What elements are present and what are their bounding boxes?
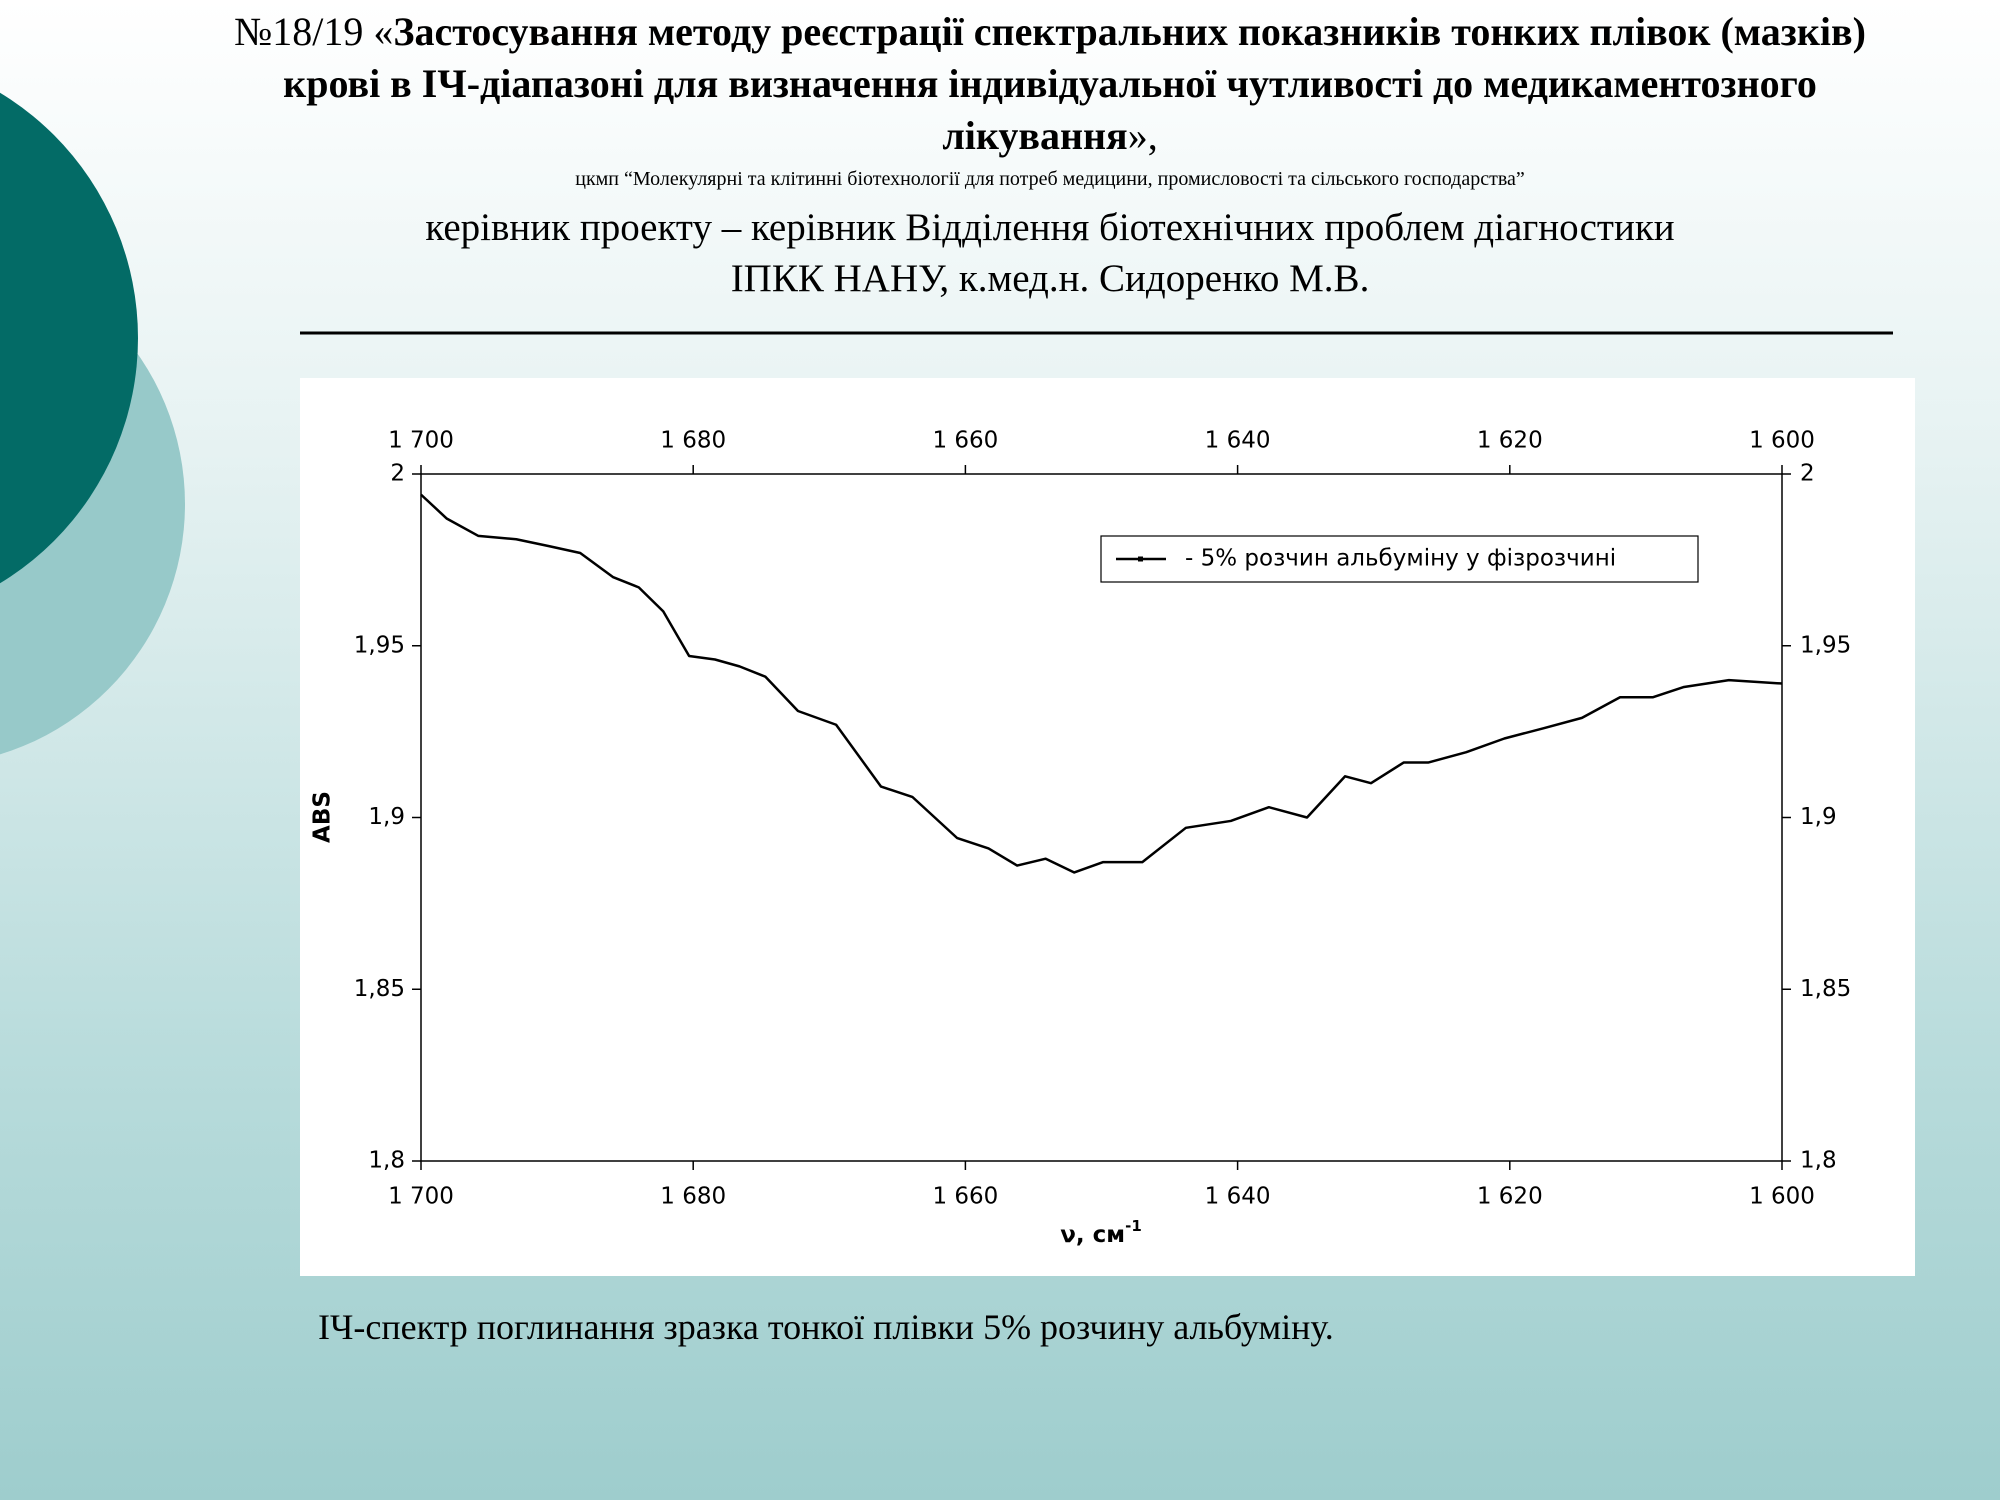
title-main: Застосування методу реєстрації спектраль… — [283, 9, 1866, 158]
organization: цкмп “Молекулярні та клітинні біотехноло… — [575, 168, 1525, 190]
x-tick-label: 1 640 — [1205, 1184, 1271, 1210]
chart-background — [300, 378, 1915, 1276]
title-suffix: », — [1127, 113, 1158, 158]
leader-line: керівник проекту – керівник Відділення б… — [425, 206, 1675, 249]
y-tick-label-right: 2 — [1800, 461, 1815, 487]
x-tick-label: 1 700 — [388, 1184, 454, 1210]
x-tick-label: 1 600 — [1749, 1184, 1815, 1210]
legend-box — [1100, 535, 1699, 583]
data-line — [420, 493, 1783, 874]
x-tick-label: 1 680 — [660, 1184, 726, 1210]
y-tick-label: 1,95 — [354, 632, 405, 658]
x-tick-label-top: 1 660 — [932, 428, 998, 454]
y-tick-label-right: 1,85 — [1800, 976, 1851, 1002]
x-axis-label: ν, см-1 — [1060, 1217, 1142, 1248]
x-axis-label-sup: -1 — [1125, 1217, 1142, 1235]
y-tick-label: 1,9 — [368, 804, 405, 830]
x-tick-label: 1 660 — [932, 1184, 998, 1210]
y-tick-label-right: 1,9 — [1800, 804, 1837, 830]
x-tick-label-top: 1 640 — [1205, 428, 1271, 454]
decor-circle — [0, 92, 138, 584]
x-axis-label-main: ν, см — [1060, 1222, 1125, 1248]
title: №18/19 «Застосування методу реєстрації с… — [210, 6, 1890, 162]
title-prefix: №18/19 « — [234, 9, 394, 54]
legend-marker — [1138, 556, 1143, 562]
x-tick-label-top: 1 680 — [660, 428, 726, 454]
y-tick-label: 2 — [390, 461, 405, 487]
leader: керівник проекту – керівник Відділення б… — [210, 202, 1890, 304]
y-axis-label: ABS — [310, 791, 336, 843]
x-tick-label-top: 1 620 — [1477, 428, 1543, 454]
y-tick-label-right: 1,8 — [1800, 1148, 1837, 1174]
caption: ІЧ-спектр поглинання зразка тонкої плівк… — [318, 1307, 1334, 1347]
y-tick-label-right: 1,95 — [1800, 632, 1851, 658]
y-tick-label: 1,8 — [368, 1148, 405, 1174]
y-tick-label: 1,85 — [354, 976, 405, 1002]
x-tick-label-top: 1 600 — [1749, 428, 1815, 454]
x-tick-label-top: 1 700 — [388, 428, 454, 454]
leader-line: ІПКК НАНУ, к.мед.н. Сидоренко М.В. — [730, 257, 1370, 300]
x-tick-label: 1 620 — [1477, 1184, 1543, 1210]
legend-label: - 5% розчин альбуміну у фізрозчині — [1185, 546, 1616, 572]
